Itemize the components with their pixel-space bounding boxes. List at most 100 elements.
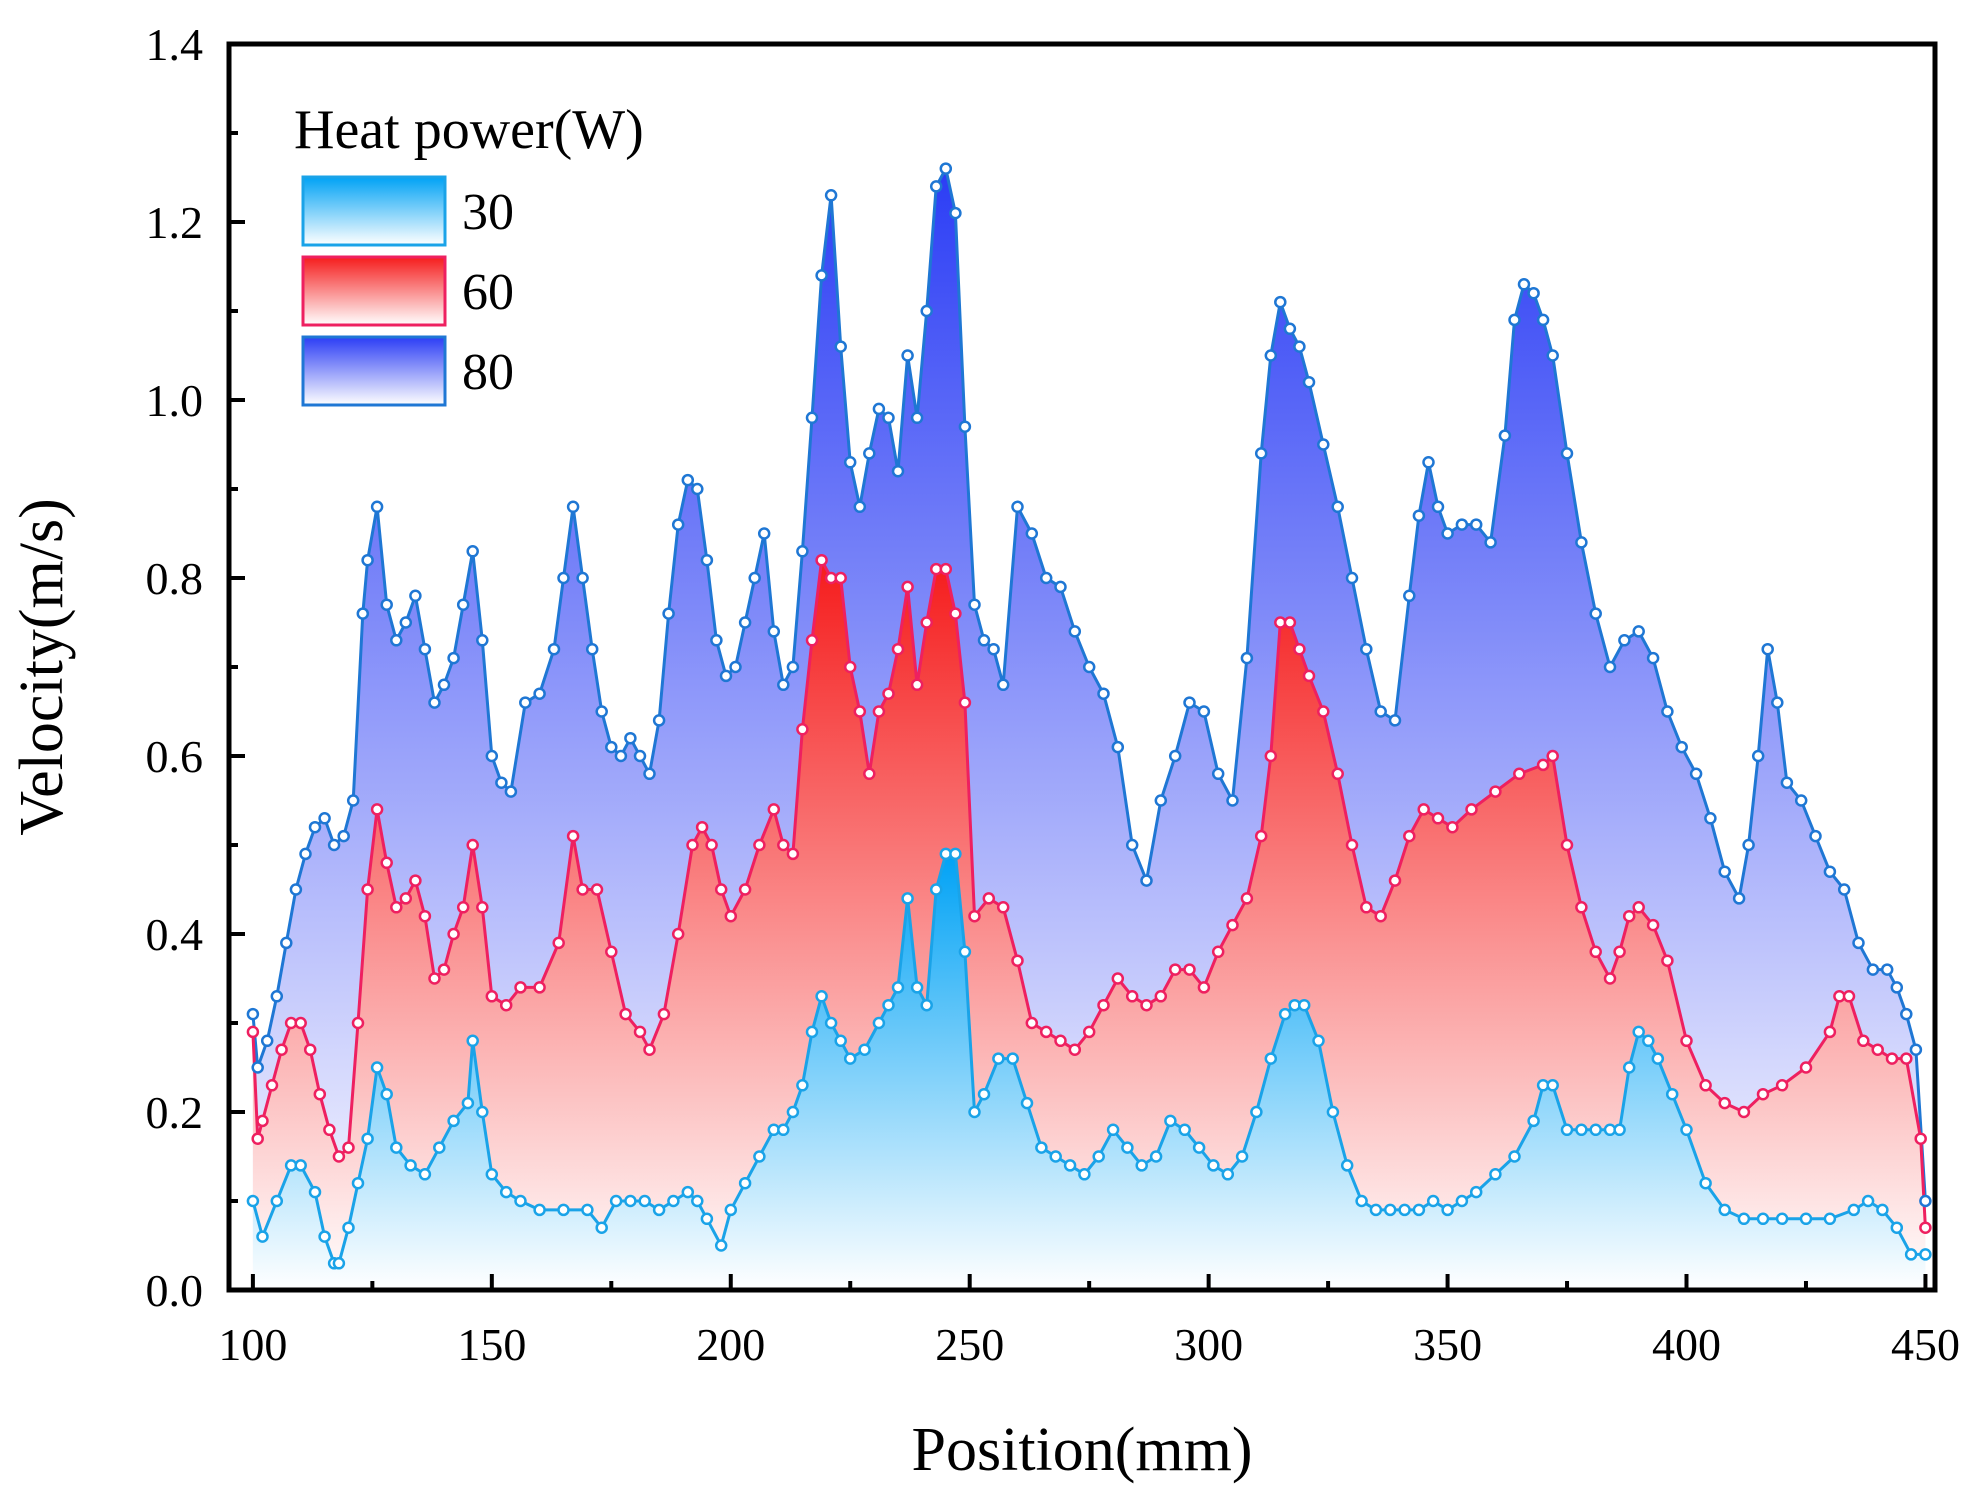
point-series-80: [805, 411, 819, 425]
point-series-80: [566, 500, 580, 514]
point-series-80: [1852, 936, 1865, 950]
point-series-60: [996, 901, 1010, 914]
point-series-60: [1374, 909, 1387, 923]
point-series-60: [1154, 990, 1168, 1003]
point-series-60: [533, 981, 546, 994]
point-series-60: [390, 901, 403, 914]
point-series-80: [863, 447, 876, 460]
point-series-30: [1756, 1212, 1770, 1226]
point-series-30: [332, 1257, 346, 1270]
point-series-60: [619, 1007, 632, 1021]
point-series-80: [289, 883, 303, 896]
point-series-80: [1317, 438, 1330, 451]
point-series-80: [652, 714, 666, 727]
point-series-30: [499, 1185, 513, 1199]
point-series-30: [1398, 1203, 1411, 1217]
point-series-30: [920, 998, 933, 1012]
point-series-80: [910, 411, 924, 425]
point-series-60: [1857, 1034, 1870, 1048]
point-series-30: [691, 1194, 704, 1208]
point-series-30: [786, 1105, 800, 1119]
point-series-80: [1761, 642, 1774, 656]
point-series-60: [1632, 901, 1645, 914]
point-series-30: [246, 1194, 260, 1208]
point-series-80: [662, 607, 675, 620]
point-series-30: [1250, 1105, 1263, 1119]
point-series-80: [1618, 634, 1631, 647]
point-series-80: [1054, 580, 1067, 594]
x-axis-title: Position(mm): [911, 1416, 1252, 1484]
point-series-80: [504, 785, 518, 798]
point-series-80: [251, 1061, 264, 1074]
point-series-60: [863, 767, 876, 781]
point-series-60: [1254, 829, 1268, 843]
point-series-60: [714, 883, 728, 896]
point-series-30: [891, 981, 905, 994]
y-tick-label: 0.8: [146, 553, 204, 604]
point-series-30: [1207, 1159, 1220, 1172]
point-series-60: [705, 838, 718, 852]
x-tick-label: 450: [1891, 1319, 1960, 1370]
point-series-60: [1661, 954, 1674, 967]
point-series-30: [1049, 1150, 1062, 1163]
point-series-30: [1775, 1212, 1789, 1226]
point-series-30: [404, 1159, 417, 1172]
point-series-80: [1240, 651, 1254, 665]
point-series-30: [1651, 1052, 1665, 1065]
point-series-60: [246, 1025, 260, 1039]
point-series-80: [557, 571, 570, 585]
point-series-80: [1508, 313, 1521, 327]
point-series-60: [361, 883, 374, 896]
point-series-60: [1054, 1034, 1067, 1048]
point-series-30: [342, 1221, 355, 1234]
point-series-60: [1283, 616, 1297, 629]
point-series-30: [796, 1079, 809, 1092]
point-series-80: [595, 705, 608, 718]
point-series-80: [1469, 518, 1483, 531]
point-series-60: [399, 892, 413, 905]
point-series-60: [891, 642, 905, 656]
point-series-30: [1235, 1150, 1249, 1163]
point-series-60: [920, 616, 933, 629]
point-series-80: [700, 553, 714, 567]
point-series-30: [1560, 1123, 1574, 1137]
point-series-80: [824, 189, 838, 202]
point-series-30: [1035, 1141, 1048, 1154]
point-series-30: [390, 1141, 403, 1154]
point-series-30: [485, 1168, 499, 1181]
point-series-60: [251, 1132, 264, 1145]
point-series-80: [1603, 660, 1617, 674]
point-series-60: [437, 963, 451, 976]
point-series-30: [1020, 1096, 1034, 1110]
point-series-80: [738, 616, 752, 629]
point-series-30: [1575, 1123, 1588, 1137]
point-series-80: [576, 571, 589, 585]
point-series-60: [724, 909, 738, 923]
point-series-80: [1374, 705, 1387, 718]
point-series-30: [1737, 1212, 1751, 1226]
point-series-30: [1919, 1248, 1932, 1261]
point-series-30: [834, 1034, 847, 1048]
point-series-80: [1154, 794, 1168, 807]
point-series-60: [1431, 812, 1445, 825]
point-series-80: [671, 518, 685, 531]
x-tick-label: 400: [1652, 1319, 1721, 1370]
point-series-60: [1489, 785, 1502, 798]
point-series-80: [1068, 625, 1082, 638]
point-series-60: [1871, 1043, 1884, 1056]
point-series-60: [514, 981, 527, 994]
point-series-80: [447, 651, 460, 665]
point-series-80: [337, 829, 350, 843]
point-series-30: [1904, 1248, 1918, 1261]
point-series-80: [872, 402, 886, 416]
point-series-60: [1823, 1025, 1837, 1039]
y-tick-label: 0.6: [146, 731, 204, 782]
point-series-60: [1914, 1132, 1927, 1145]
point-series-80: [834, 340, 847, 353]
point-series-60: [447, 927, 460, 941]
point-series-80: [1403, 589, 1416, 603]
point-series-30: [1278, 1007, 1292, 1021]
point-series-30: [1508, 1150, 1521, 1163]
point-series-80: [1097, 687, 1110, 700]
point-series-80: [643, 767, 656, 781]
